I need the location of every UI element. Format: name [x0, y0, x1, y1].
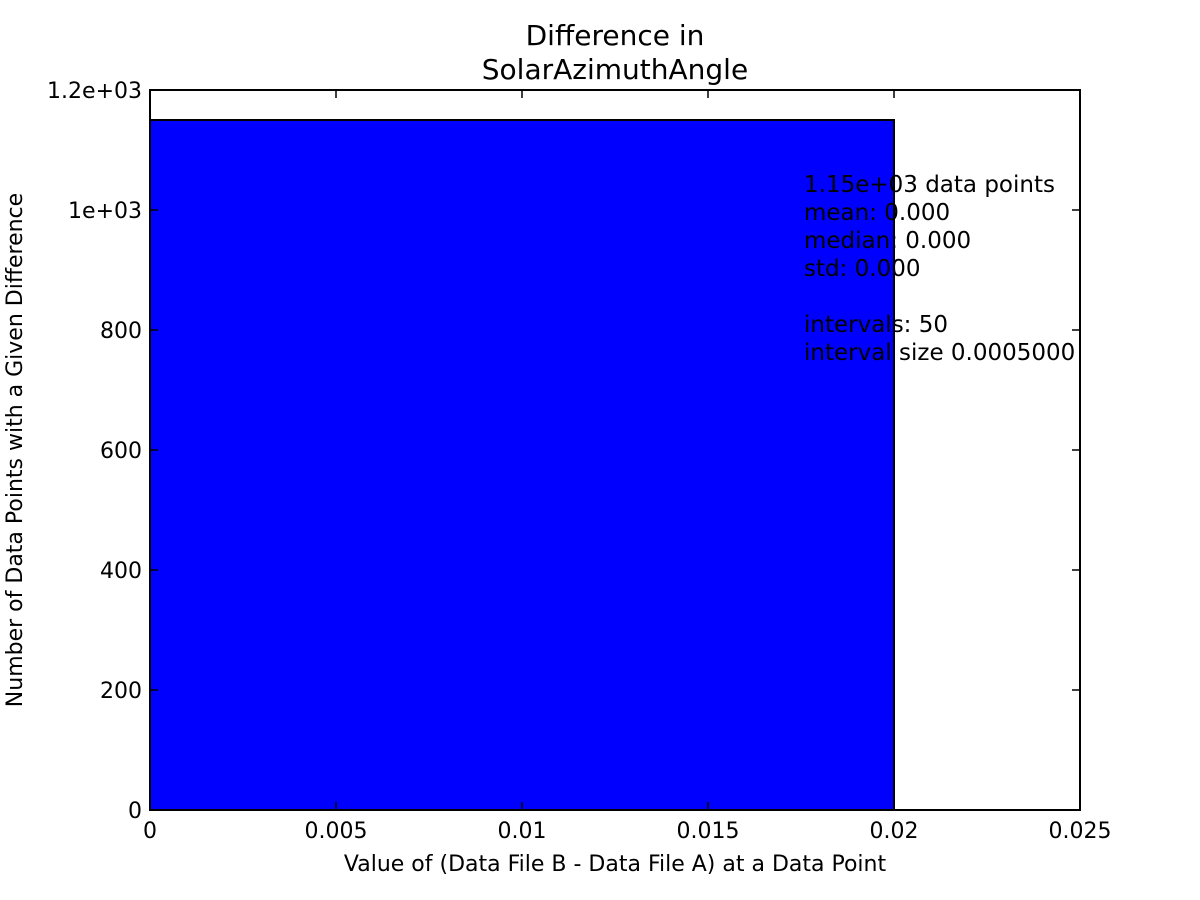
y-tick-label: 600	[100, 439, 142, 464]
chart-title-line-1: Difference in	[526, 19, 705, 52]
stats-line: median: 0.000	[804, 228, 971, 254]
x-tick-label: 0.02	[870, 819, 919, 844]
ticks-layer: 0 0.005 0.01 0.015 0.02 0.025 0 200 400 600 800 1e+…	[47, 79, 1111, 844]
bars-layer	[149, 119, 895, 811]
stats-line: mean: 0.000	[804, 200, 950, 226]
y-tick-label: 200	[100, 679, 142, 704]
y-tick-label: 800	[100, 319, 142, 344]
y-tick-label: 400	[100, 559, 142, 584]
stats-line: std: 0.000	[804, 256, 921, 282]
x-tick-label: 0.025	[1049, 819, 1112, 844]
x-axis-label: Value of (Data File B - Data File A) at …	[344, 852, 887, 877]
y-axis-label: Number of Data Points with a Given Diffe…	[3, 193, 28, 707]
stats-line: intervals: 50	[804, 312, 948, 338]
stats-line: interval size 0.0005000	[804, 340, 1075, 366]
y-tick-label: 1.2e+03	[47, 79, 142, 104]
chart-title-line-2: SolarAzimuthAngle	[482, 53, 748, 86]
histogram-bar-0	[149, 119, 895, 811]
x-tick-label: 0	[143, 819, 157, 844]
x-tick-label: 0.005	[305, 819, 368, 844]
stats-line: 1.15e+03 data points	[804, 172, 1055, 198]
x-tick-label: 0.01	[498, 819, 547, 844]
y-tick-label: 1e+03	[68, 199, 142, 224]
y-tick-label: 0	[128, 799, 142, 824]
x-tick-label: 0.015	[677, 819, 740, 844]
chart-title: Difference in SolarAzimuthAngle	[482, 19, 748, 86]
